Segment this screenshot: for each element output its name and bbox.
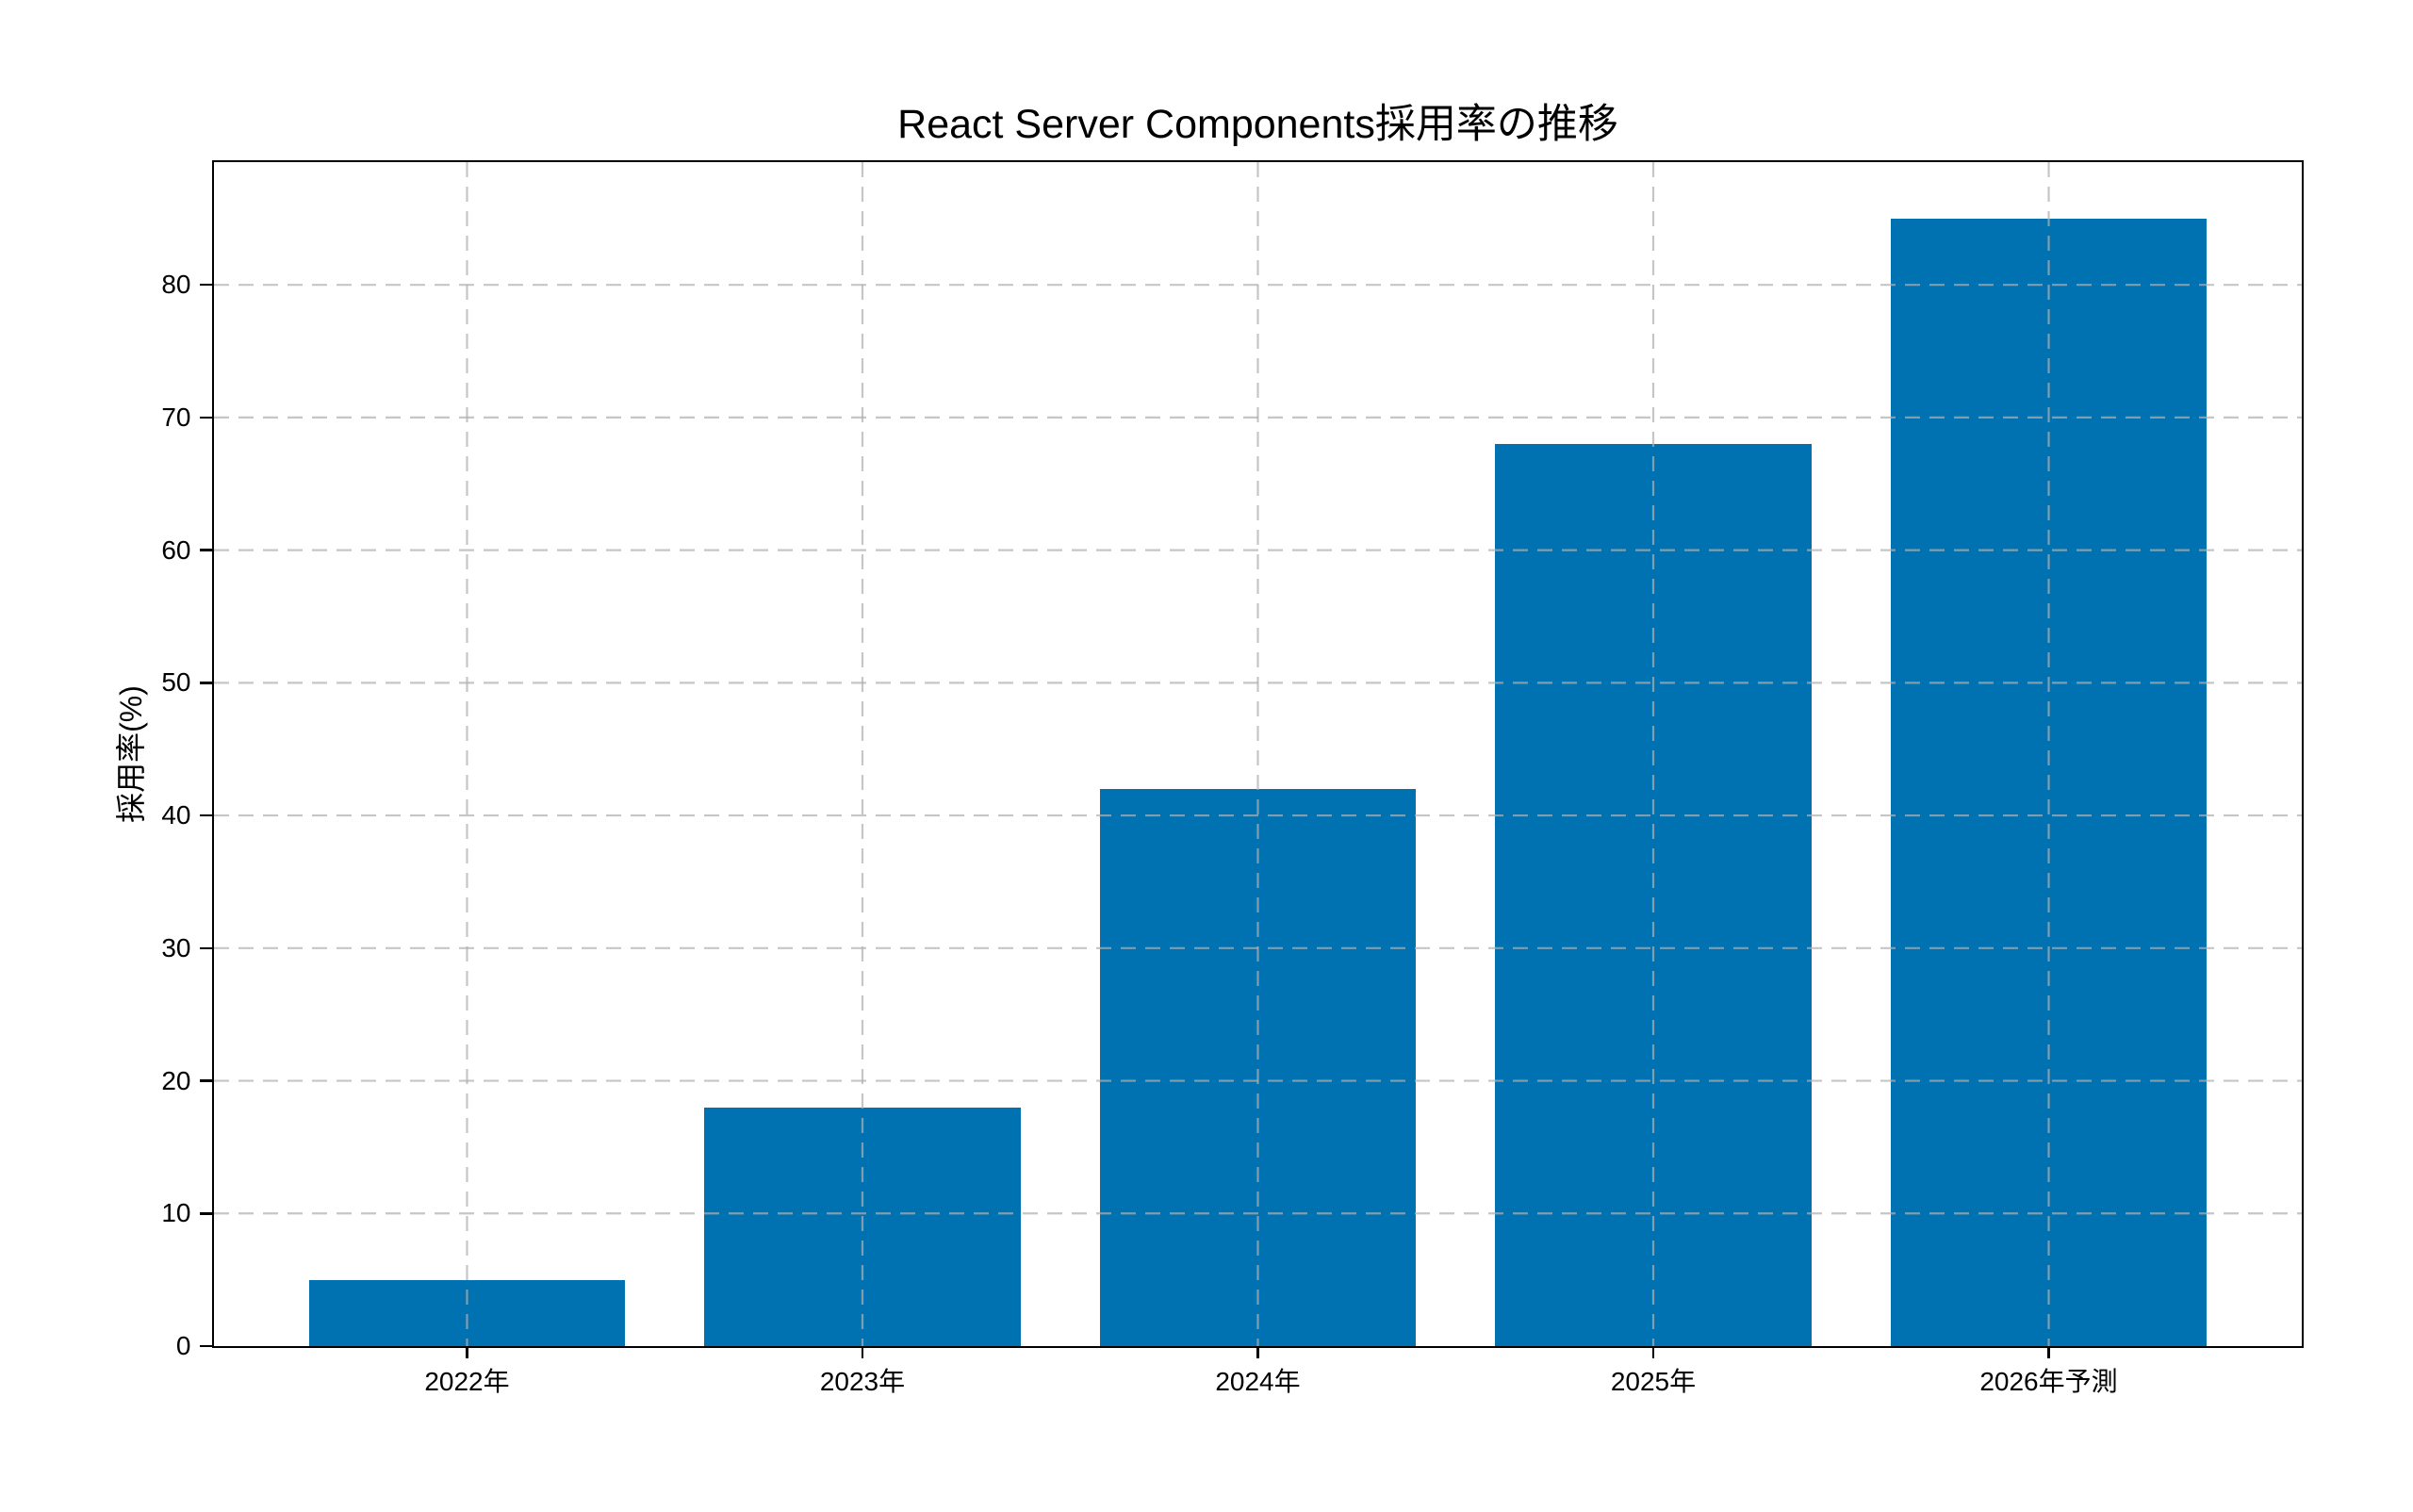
x-tick-label-2023年: 2023年 [819, 1367, 906, 1396]
x-tick-mark-2022年 [466, 1346, 468, 1358]
y-tick-mark-10 [199, 1212, 212, 1215]
y-tick-label-0: 0 [175, 1331, 191, 1360]
x-tick-label-2025年: 2025年 [1610, 1367, 1697, 1396]
y-tick-mark-40 [199, 814, 212, 817]
y-tick-mark-50 [199, 682, 212, 684]
x-tick-mark-2024年 [1256, 1346, 1259, 1358]
y-tick-label-70: 70 [161, 402, 191, 432]
plot-area [211, 159, 2304, 1348]
y-tick-label-40: 40 [161, 800, 191, 830]
bar-2024年 [1099, 788, 1417, 1346]
y-tick-label-20: 20 [161, 1065, 191, 1095]
y-tick-mark-0 [199, 1344, 212, 1348]
x-tick-mark-2026年予測 [2047, 1346, 2050, 1358]
bar-2023年 [704, 1107, 1021, 1346]
y-tick-mark-30 [199, 946, 212, 950]
y-tick-label-30: 30 [161, 932, 191, 962]
y-tick-label-50: 50 [161, 667, 191, 698]
y-tick-mark-70 [199, 416, 212, 419]
x-tick-mark-2025年 [1651, 1346, 1655, 1358]
y-tick-mark-20 [199, 1079, 212, 1082]
x-tick-mark-2023年 [861, 1346, 864, 1358]
chart-title: React Server Components採用率の推移 [897, 102, 1618, 147]
y-tick-label-10: 10 [161, 1198, 191, 1228]
bar-2026年予測 [1890, 218, 2208, 1346]
y-tick-label-80: 80 [161, 270, 191, 300]
bar-2025年 [1495, 444, 1812, 1346]
x-tick-label-2022年: 2022年 [424, 1367, 510, 1396]
y-tick-mark-80 [199, 283, 212, 287]
x-tick-label-2024年: 2024年 [1215, 1367, 1301, 1396]
y-tick-mark-60 [199, 549, 212, 551]
y-tick-label-60: 60 [161, 534, 191, 565]
bar-2022年 [308, 1279, 626, 1346]
x-tick-label-2026年予測: 2026年予測 [1979, 1367, 2118, 1396]
